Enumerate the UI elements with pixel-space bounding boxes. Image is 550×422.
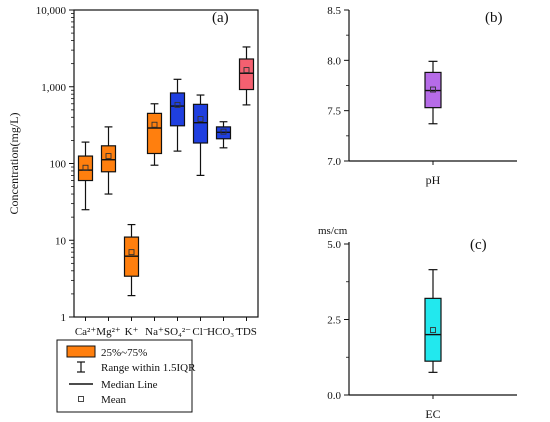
panel-b-label: (b) [485, 10, 503, 26]
panel-a-xtick-label-1: Mg²⁺ [96, 326, 121, 338]
panel-a-box-5 [192, 103, 209, 144]
legend-entry-2: Median Line [101, 379, 158, 391]
panel-a-mean-5 [197, 116, 204, 122]
panel-a-label: (a) [212, 10, 229, 26]
panel-a-ytick-label-4: 10,000 [36, 5, 67, 17]
panel-a-mean-4 [174, 101, 181, 108]
panel-c-ytick-label-2: 5.0 [327, 239, 341, 251]
panel-a-xtick-label-2: K⁺ [125, 326, 139, 338]
panel-a-mean-7 [243, 67, 250, 74]
panel-c-mean-0 [430, 327, 436, 334]
panel-b-ytick-label-0: 7.0 [327, 156, 341, 168]
panel-a-xtick-label-6: HCO₃⁻ [207, 326, 240, 338]
legend-mean-swatch [78, 396, 84, 402]
panel-a-xtick-label-7: TDS [236, 326, 257, 338]
panel-a-box-0 [77, 155, 94, 182]
panel-a-box-4 [169, 92, 186, 127]
panel-c-box-0 [424, 297, 442, 362]
panel-a-ytick-label-2: 100 [50, 159, 67, 171]
panel-a-mean-0 [82, 164, 89, 171]
panel-b-ytick-label-1: 7.5 [327, 106, 341, 118]
panel-c-unit: ms/cm [318, 225, 348, 237]
panel-a-ytick-label-0: 1 [61, 312, 67, 324]
panel-a-mean-3 [151, 121, 158, 128]
panel-a-mean-2 [128, 249, 135, 256]
panel-a-xtick-label-0: Ca²⁺ [75, 326, 97, 338]
panel-c-xlabel: EC [425, 407, 440, 421]
panel-a-mean-6 [220, 128, 227, 135]
panel-a-ylabel: Concentration(mg/L) [7, 113, 21, 215]
panel-a-box-3 [146, 112, 163, 155]
panel-a-mean-1 [105, 153, 112, 160]
panel-c-label: (c) [470, 237, 487, 253]
legend-entry-1: Range within 1.5IQR [101, 362, 196, 374]
panel-a-xtick-label-5: Cl⁻ [192, 326, 208, 338]
panel-a-ytick-label-1: 10 [55, 235, 67, 247]
panel-b-xlabel: pH [426, 173, 441, 187]
panel-a-box-7 [238, 58, 255, 91]
panel-a-ytick-label-3: 1,000 [41, 82, 66, 94]
panel-b-ytick-label-2: 8.0 [327, 55, 341, 67]
legend-box-swatch [66, 345, 96, 358]
legend-entry-3: Mean [101, 394, 127, 406]
legend-entry-0: 25%~75% [101, 347, 147, 359]
panel-b-ytick-label-3: 8.5 [327, 5, 341, 17]
panel-a-xtick-label-3: Na⁺ [145, 326, 164, 338]
panel-c-ytick-label-1: 2.5 [327, 315, 341, 327]
panel-b-mean-0 [430, 86, 436, 93]
panel-a-xtick-label-4: SO₄²⁻ [164, 326, 191, 338]
panel-c-ytick-label-0: 0.0 [327, 390, 341, 402]
